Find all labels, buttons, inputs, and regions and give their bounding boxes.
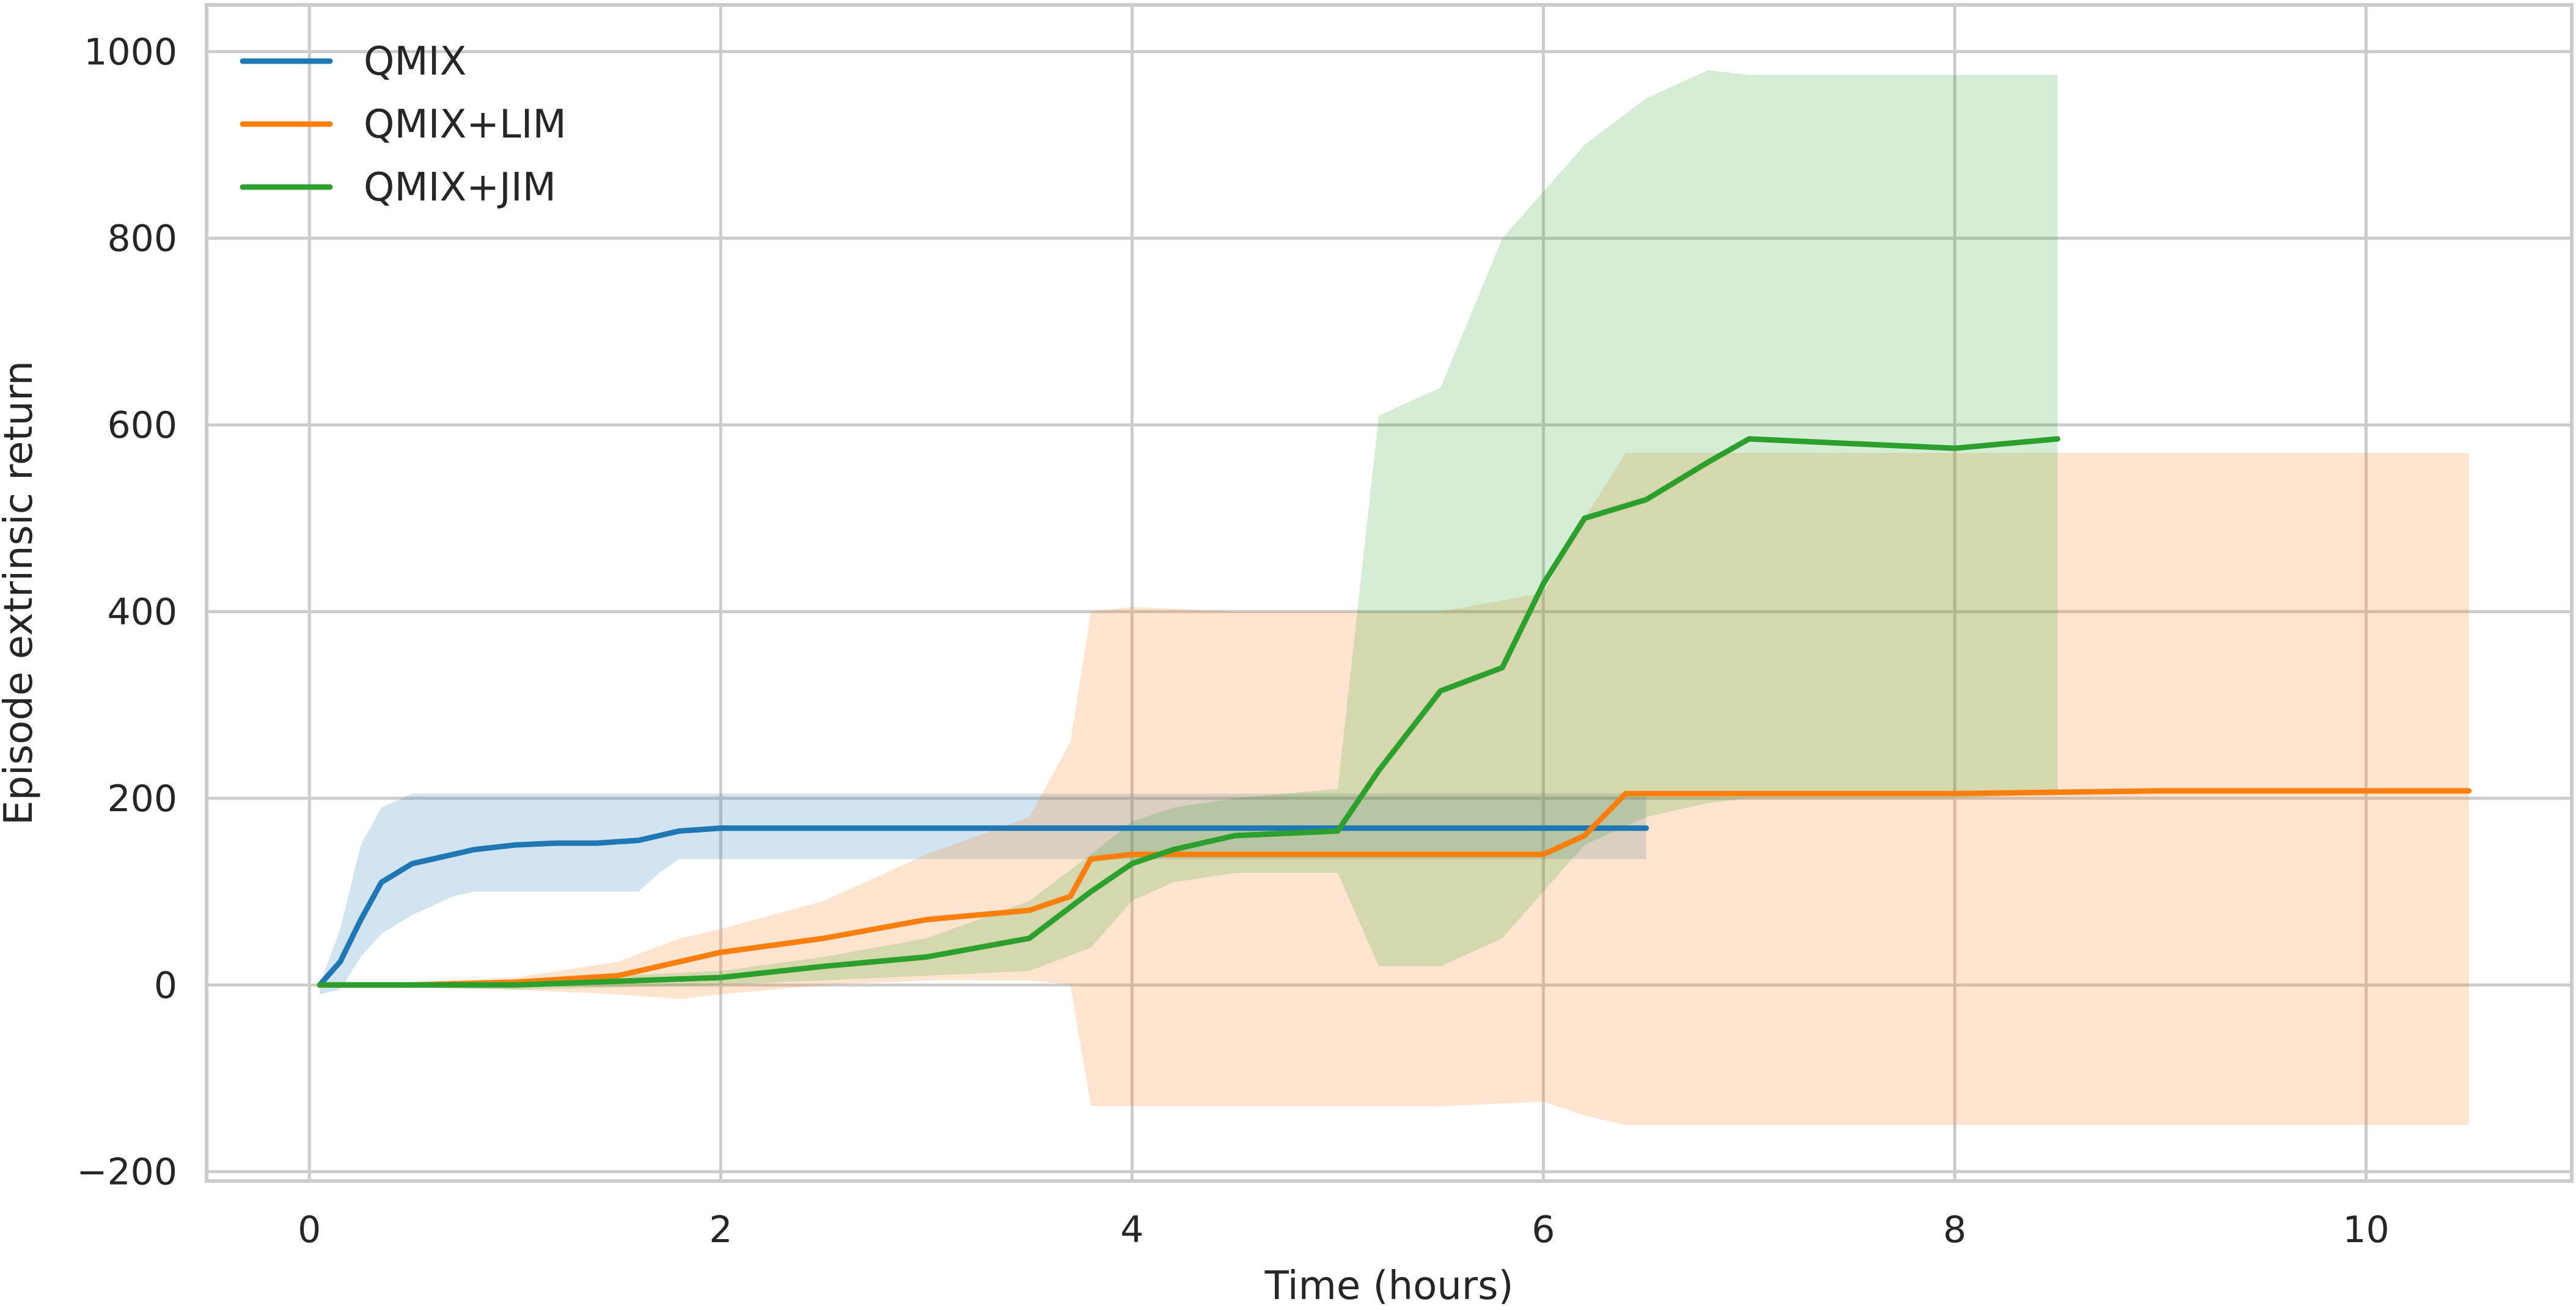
axes-frame [205, 3, 2574, 1183]
legend-label: QMIX+JIM [364, 165, 556, 210]
series-line [317, 825, 1649, 988]
series-lines [317, 436, 2472, 988]
series-line [317, 788, 2472, 988]
grid [207, 5, 2572, 1181]
x-tick-label: 2 [709, 1209, 732, 1251]
series-line [317, 436, 2061, 988]
y-tick-label: 800 [107, 218, 177, 260]
x-tick-label: 10 [2343, 1209, 2389, 1251]
x-axis-label: Time (hours) [1264, 1264, 1514, 1309]
y-axis-label: Episode extrinsic return [0, 361, 42, 825]
y-tick-label: 400 [107, 591, 177, 634]
y-tick-label: 0 [154, 964, 177, 1007]
confidence-band [320, 453, 2469, 1125]
y-tick-label: 200 [107, 778, 177, 820]
confidence-band [320, 70, 2058, 990]
x-tick-label: 6 [1532, 1209, 1555, 1251]
x-tick-label: 8 [1943, 1209, 1966, 1251]
y-tick-label: 1000 [84, 31, 177, 73]
legend: QMIX QMIX+LIM QMIX+JIM [240, 39, 567, 210]
confidence-band [320, 793, 1646, 995]
y-tick-label: −200 [76, 1151, 177, 1194]
x-tick-label: 0 [298, 1209, 321, 1251]
legend-label: QMIX [364, 39, 466, 84]
tick-labels: 0 2 4 6 8 10 −200 0 200 400 600 800 1000 [76, 31, 2389, 1251]
y-tick-label: 600 [107, 404, 177, 447]
confidence-bands [320, 70, 2469, 1125]
x-tick-label: 4 [1120, 1209, 1143, 1251]
legend-label: QMIX+LIM [364, 102, 567, 147]
